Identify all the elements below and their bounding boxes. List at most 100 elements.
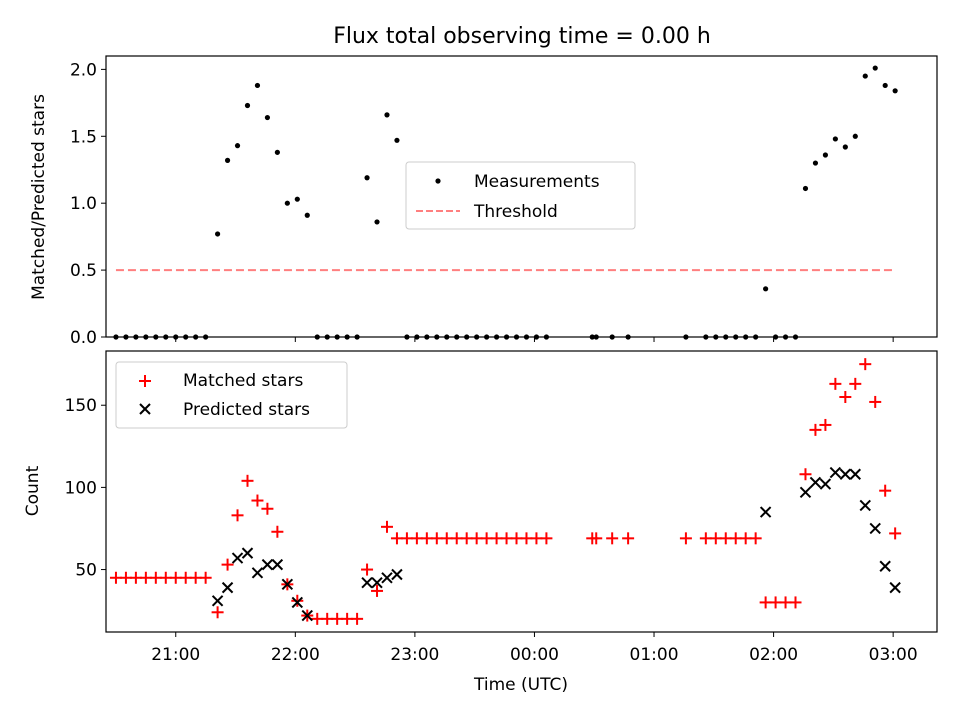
- measurement-point: [374, 219, 380, 225]
- bottom-y-axis-label: Count: [23, 465, 43, 516]
- measurement-point: [284, 200, 290, 206]
- top-panel: 0.00.51.01.52.0 Matched/Predicted stars …: [29, 55, 938, 348]
- predicted-star-point: [251, 567, 264, 579]
- predicted-star-point: [231, 552, 244, 564]
- legend-threshold-label: Threshold: [473, 202, 558, 222]
- y-tick-label: 100: [65, 478, 97, 498]
- matched-star-point: [622, 532, 635, 545]
- measurement-point: [264, 114, 271, 121]
- bottom-panel: 50 100 150 21:00 22:00 23:00 00:00 01:00 02:00 03…: [23, 350, 938, 695]
- matched-star-point: [789, 596, 802, 609]
- predicted-star-point: [849, 468, 862, 480]
- matched-star-point: [799, 468, 812, 481]
- matched-star-point: [606, 532, 619, 545]
- x-tick-label: 22:00: [271, 645, 320, 665]
- measurement-point: [364, 175, 370, 181]
- legend-measurements-label: Measurements: [474, 172, 600, 192]
- predicted-star-point: [879, 560, 891, 572]
- predicted-star-point: [371, 576, 383, 589]
- measurement-point: [832, 136, 838, 142]
- y-tick-label: 150: [65, 396, 97, 416]
- matched-star-point: [261, 502, 274, 515]
- matched-star-point: [869, 395, 882, 408]
- measurement-point: [802, 185, 809, 192]
- predicted-star-point: [829, 466, 842, 479]
- matched-star-point: [231, 509, 244, 522]
- matched-star-point: [839, 391, 852, 404]
- top-y-axis-label: Matched/Predicted stars: [29, 94, 49, 300]
- matched-star-point: [879, 484, 892, 497]
- y-tick-label: 50: [75, 561, 97, 581]
- predicted-star-point: [859, 499, 871, 512]
- predicted-star-point: [889, 581, 901, 594]
- matched-star-point: [540, 532, 553, 545]
- predicted-star-point: [211, 595, 224, 607]
- matched-star-point: [241, 474, 254, 487]
- matched-star-point: [251, 494, 264, 507]
- measurement-point: [254, 82, 261, 89]
- x-tick-label: 00:00: [510, 645, 559, 665]
- matched-star-point: [371, 584, 384, 597]
- y-tick-label: 1.0: [70, 194, 97, 214]
- matched-star-point: [889, 527, 902, 540]
- legend-predicted-label: Predicted stars: [183, 400, 310, 420]
- matched-star-point: [291, 594, 304, 607]
- measurement-point: [234, 143, 241, 149]
- matched-star-point: [849, 377, 862, 390]
- measurement-point: [763, 286, 769, 292]
- predicted-star-point: [261, 558, 274, 571]
- top-legend: Measurements Threshold: [405, 161, 636, 230]
- measurement-point: [274, 149, 280, 155]
- measurement-point: [244, 102, 251, 109]
- y-tick-label: 0.5: [70, 261, 97, 281]
- predicted-star-point: [271, 558, 284, 571]
- measurement-point: [882, 82, 888, 89]
- x-axis-label: Time (UTC): [473, 675, 568, 695]
- x-tick-label: 03:00: [869, 645, 918, 665]
- matched-star-point: [809, 423, 822, 436]
- matched-star-point: [271, 525, 284, 538]
- y-tick-label: 2.0: [70, 60, 97, 80]
- x-tick-label: 02:00: [749, 645, 798, 665]
- matched-star-point: [361, 563, 374, 576]
- x-tick-label: 01:00: [630, 645, 679, 665]
- matched-star-point: [199, 571, 212, 584]
- matched-star-point: [819, 418, 832, 431]
- measurement-point: [384, 112, 390, 118]
- predicted-star-point: [291, 596, 304, 609]
- y-tick-label: 0.0: [70, 328, 97, 348]
- predicted-star-point: [391, 568, 403, 581]
- predicted-star-point: [241, 547, 254, 559]
- matched-star-point: [221, 558, 234, 571]
- measurement-point: [294, 196, 300, 202]
- matched-star-point: [679, 532, 692, 545]
- measurement-point: [892, 88, 898, 94]
- legend-matched-label: Matched stars: [183, 371, 303, 391]
- predicted-star-point: [839, 468, 852, 480]
- matched-star-point: [590, 532, 603, 545]
- top-plot-frame: [105, 55, 938, 338]
- matched-star-point: [829, 377, 842, 390]
- predicted-star-point: [869, 522, 881, 535]
- matched-star-point: [749, 532, 762, 545]
- matched-star-point: [380, 520, 393, 533]
- predicted-star-point: [361, 576, 373, 589]
- measurement-point: [872, 65, 878, 71]
- predicted-star-point: [381, 572, 393, 584]
- y-tick-label: 1.5: [70, 127, 97, 147]
- measurement-point: [304, 212, 310, 218]
- predicted-star-point: [301, 609, 313, 622]
- matched-star-point: [351, 612, 364, 625]
- matched-star-point: [859, 358, 872, 371]
- measurement-point: [812, 160, 819, 166]
- predicted-star-point: [221, 581, 234, 594]
- predicted-star-point: [809, 476, 822, 489]
- x-tick-label: 21:00: [151, 645, 200, 665]
- measurement-point: [224, 157, 231, 163]
- measurement-point: [852, 133, 858, 139]
- measurement-point: [394, 137, 400, 143]
- legend-matched-marker: [139, 375, 151, 387]
- measurement-point: [862, 73, 868, 79]
